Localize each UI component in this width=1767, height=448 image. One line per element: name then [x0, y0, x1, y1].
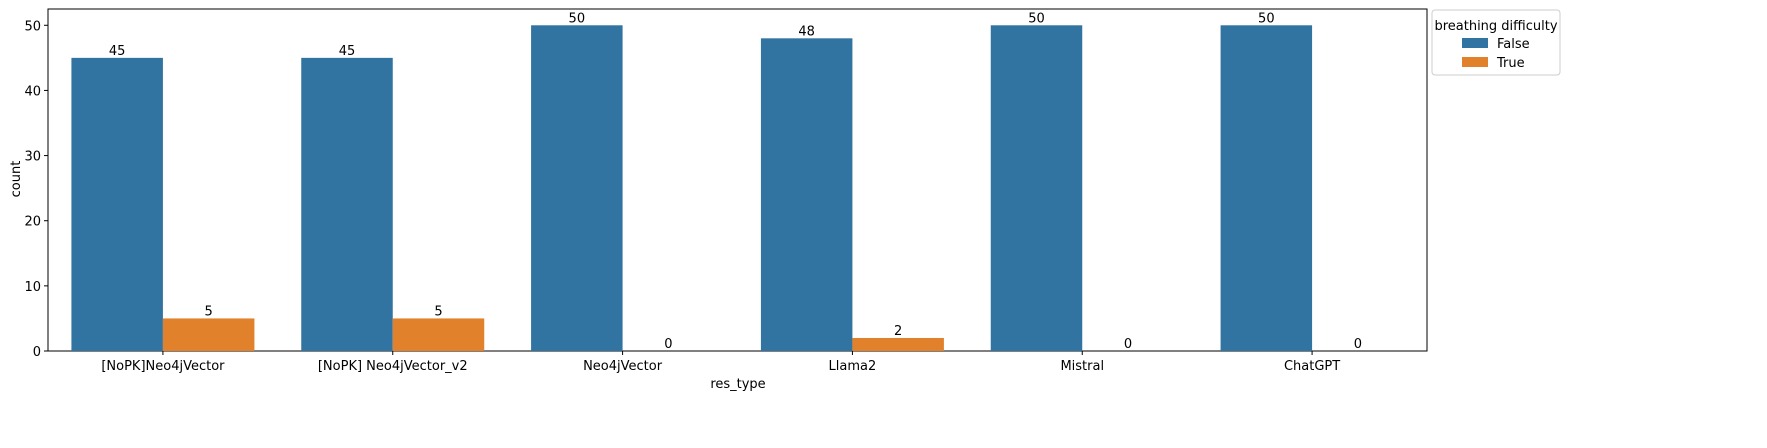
- bar-false: [301, 57, 393, 351]
- legend-label-false: False: [1497, 37, 1530, 52]
- bars: [71, 25, 1313, 352]
- x-axis: [NoPK]Neo4jVector [NoPK] Neo4jVector_v2 Ne…: [101, 351, 1340, 374]
- x-tick-label: ChatGPT: [1284, 359, 1340, 374]
- bar-false: [71, 57, 163, 351]
- x-tick-label: Mistral: [1060, 359, 1104, 374]
- bar-false: [990, 25, 1083, 352]
- plot-frame: [47, 8, 1428, 352]
- bar-value-label: 2: [894, 324, 902, 339]
- data-labels: 45 5 45 5 50 0 48 2 50 0 50 0: [109, 11, 1362, 352]
- y-tick-label: 20: [24, 215, 41, 230]
- legend-swatch-false: [1462, 38, 1488, 48]
- y-tick-label: 10: [24, 280, 41, 295]
- bar-value-label: 50: [569, 11, 586, 26]
- x-tick-label: [NoPK] Neo4jVector_v2: [318, 359, 468, 374]
- bar-true: [392, 318, 485, 351]
- y-tick-label: 30: [24, 150, 41, 165]
- bar-false: [1220, 25, 1313, 352]
- legend-title: breathing difficulty: [1434, 19, 1557, 34]
- x-axis-label: res_type: [710, 377, 765, 392]
- x-tick-label: Llama2: [829, 359, 877, 374]
- y-axis-label: count: [9, 161, 24, 198]
- bar-true: [852, 337, 944, 351]
- legend: breathing difficulty False True: [1431, 9, 1561, 76]
- bar-value-label: 45: [109, 44, 126, 59]
- bar-value-label: 48: [798, 24, 815, 39]
- bar-value-label: 5: [434, 304, 442, 319]
- bar-value-label: 0: [1354, 337, 1362, 352]
- bar-value-label: 0: [1124, 337, 1132, 352]
- bar-value-label: 50: [1028, 11, 1045, 26]
- plot-area: [47, 8, 1428, 352]
- bar-false: [760, 38, 853, 352]
- y-axis: 0 10 20 30 40 50: [24, 19, 48, 360]
- y-tick-label: 0: [33, 345, 41, 360]
- bar-false: [531, 25, 623, 352]
- y-tick-label: 40: [24, 84, 41, 99]
- bar-value-label: 0: [664, 337, 672, 352]
- bar-value-label: 50: [1258, 11, 1275, 26]
- bar-value-label: 45: [339, 44, 356, 59]
- x-tick-label: Neo4jVector: [583, 359, 663, 374]
- y-tick-label: 50: [24, 19, 41, 34]
- bar-true: [162, 318, 255, 351]
- legend-swatch-true: [1462, 57, 1488, 67]
- bar-value-label: 5: [205, 304, 213, 319]
- legend-label-true: True: [1496, 56, 1525, 71]
- x-tick-label: [NoPK]Neo4jVector: [101, 359, 225, 374]
